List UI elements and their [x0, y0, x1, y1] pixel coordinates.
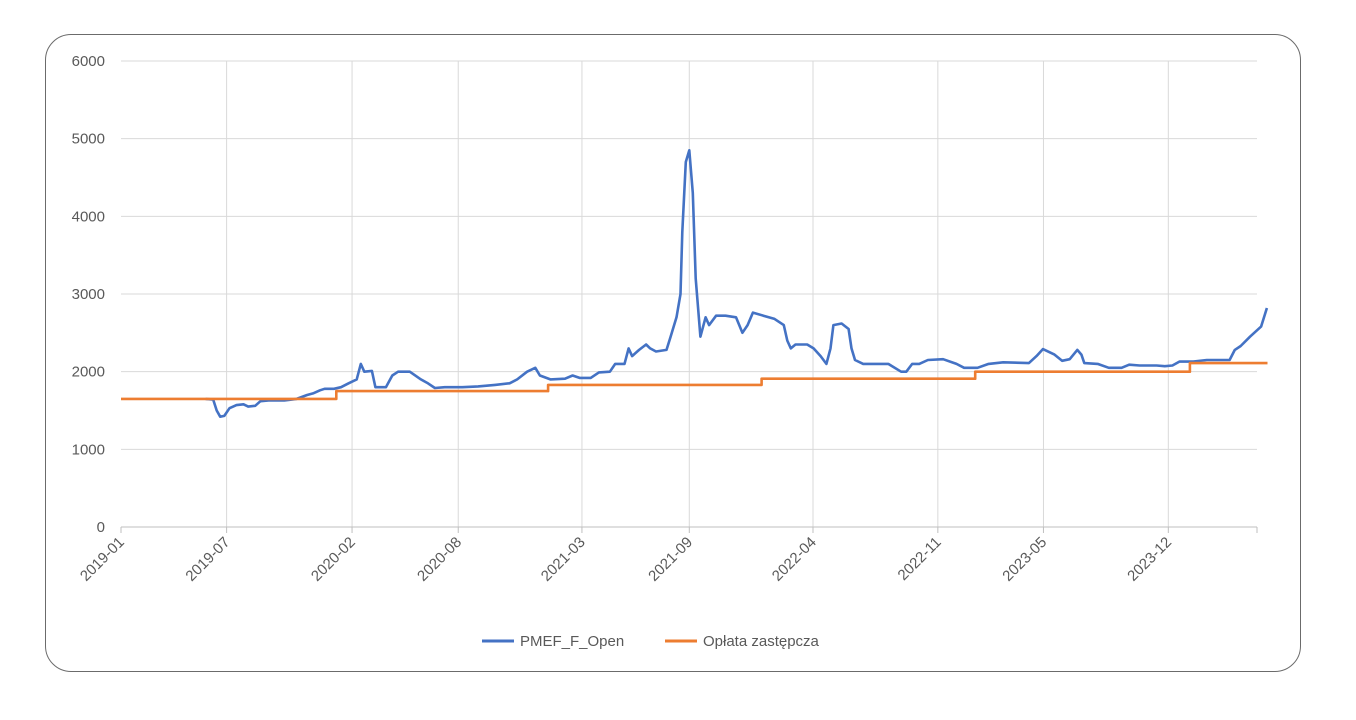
- x-axis-ticks: 2019-01 2019-07 2020-02 2020-08 2021-03 2021-…: [77, 534, 1175, 585]
- x-tick-label: 2020-02: [308, 534, 359, 585]
- x-tick-label: 2023-12: [1124, 534, 1175, 585]
- y-axis-ticks: 0 1000 2000 3000 4000 5000 6000: [72, 53, 105, 536]
- x-tick-label: 2020-08: [414, 534, 465, 585]
- x-tick-label: 2022-11: [895, 534, 945, 584]
- x-tick-label: 2019-07: [182, 534, 233, 585]
- y-tick-label: 3000: [72, 286, 105, 303]
- x-tick-label: 2022-04: [769, 534, 820, 585]
- x-tick-label: 2021-09: [645, 534, 696, 585]
- x-tick-label: 2019-01: [77, 534, 128, 585]
- grid-layer: [120, 60, 1258, 533]
- legend-label-pmef-f-open: PMEF_F_Open: [520, 633, 624, 650]
- y-tick-label: 0: [97, 519, 105, 536]
- y-tick-label: 5000: [72, 131, 105, 148]
- series-layer: [121, 149, 1269, 418]
- series-line-pmef-f-open: [205, 149, 1269, 418]
- chart-frame: [45, 34, 1301, 672]
- x-tick-label: 2021-03: [538, 534, 589, 585]
- y-tick-label: 4000: [72, 208, 105, 225]
- series-line-oplata-zastepcza: [121, 361, 1268, 401]
- y-tick-label: 2000: [72, 364, 105, 381]
- y-tick-label: 1000: [72, 441, 105, 458]
- y-tick-label: 6000: [72, 53, 105, 70]
- legend-label-oplata-zastepcza: Opłata zastępcza: [703, 633, 820, 650]
- x-tick-label: 2023-05: [999, 534, 1050, 585]
- legend: PMEF_F_Open Opłata zastępcza: [482, 633, 820, 650]
